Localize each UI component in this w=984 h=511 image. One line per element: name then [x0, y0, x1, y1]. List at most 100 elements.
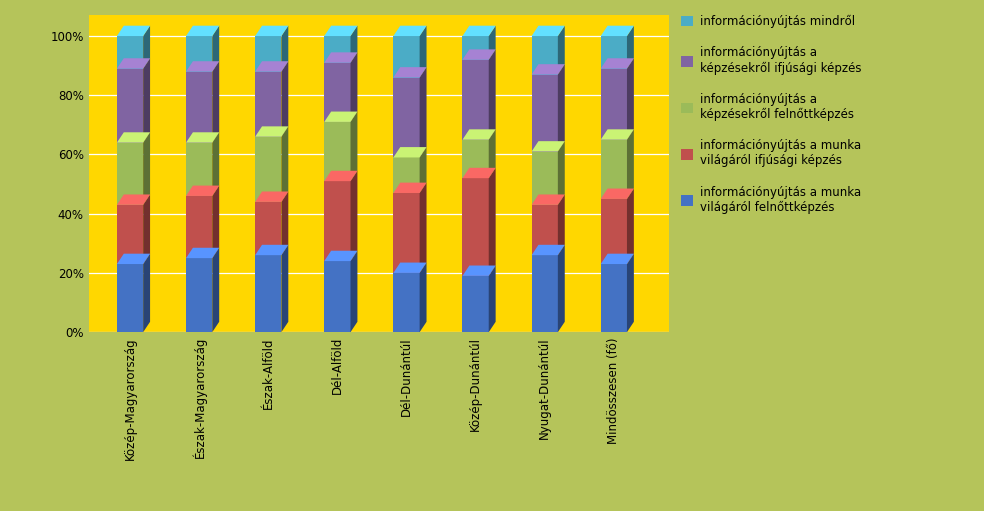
Polygon shape: [117, 58, 151, 68]
Polygon shape: [143, 132, 151, 205]
Polygon shape: [255, 126, 288, 137]
Bar: [117, 143, 143, 205]
Bar: [255, 202, 281, 255]
Polygon shape: [350, 251, 357, 332]
Polygon shape: [213, 248, 219, 332]
Polygon shape: [186, 248, 219, 258]
Bar: [531, 36, 558, 75]
Polygon shape: [350, 171, 357, 261]
Bar: [117, 68, 143, 143]
Bar: [186, 258, 213, 332]
Polygon shape: [419, 182, 426, 273]
Polygon shape: [394, 26, 426, 36]
Polygon shape: [394, 147, 426, 157]
Polygon shape: [627, 189, 634, 264]
Polygon shape: [531, 195, 565, 205]
Bar: [186, 72, 213, 143]
Polygon shape: [186, 61, 219, 72]
Polygon shape: [462, 266, 496, 276]
Polygon shape: [281, 26, 288, 72]
Bar: [325, 63, 350, 122]
Polygon shape: [213, 26, 219, 72]
Polygon shape: [143, 253, 151, 332]
Polygon shape: [600, 189, 634, 199]
Polygon shape: [419, 26, 426, 78]
Polygon shape: [627, 58, 634, 140]
Polygon shape: [325, 171, 357, 181]
Bar: [255, 36, 281, 72]
Bar: [325, 181, 350, 261]
Polygon shape: [558, 195, 565, 255]
Bar: [600, 68, 627, 140]
Bar: [186, 36, 213, 72]
Polygon shape: [462, 50, 496, 60]
Bar: [117, 36, 143, 68]
Bar: [394, 157, 419, 193]
Bar: [255, 137, 281, 202]
Polygon shape: [394, 263, 426, 273]
Polygon shape: [531, 141, 565, 152]
Bar: [462, 36, 489, 60]
Polygon shape: [117, 26, 151, 36]
Polygon shape: [213, 132, 219, 196]
Bar: [462, 178, 489, 276]
Bar: [531, 205, 558, 255]
Bar: [600, 264, 627, 332]
Polygon shape: [143, 26, 151, 68]
Polygon shape: [558, 245, 565, 332]
Polygon shape: [143, 58, 151, 143]
Bar: [325, 261, 350, 332]
Bar: [325, 122, 350, 181]
Bar: [394, 36, 419, 78]
Polygon shape: [394, 182, 426, 193]
Polygon shape: [186, 185, 219, 196]
Bar: [600, 140, 627, 199]
Polygon shape: [325, 26, 357, 36]
Bar: [117, 264, 143, 332]
Polygon shape: [419, 67, 426, 157]
Bar: [255, 72, 281, 137]
Polygon shape: [325, 251, 357, 261]
Polygon shape: [462, 26, 496, 36]
Polygon shape: [186, 26, 219, 36]
Polygon shape: [143, 195, 151, 264]
Polygon shape: [627, 129, 634, 199]
Polygon shape: [600, 26, 634, 36]
Polygon shape: [558, 64, 565, 152]
Polygon shape: [255, 26, 288, 36]
Polygon shape: [489, 129, 496, 178]
Polygon shape: [489, 168, 496, 276]
Polygon shape: [281, 192, 288, 255]
Polygon shape: [627, 26, 634, 68]
Polygon shape: [462, 129, 496, 140]
Bar: [394, 193, 419, 273]
Bar: [255, 255, 281, 332]
Polygon shape: [117, 253, 151, 264]
Polygon shape: [350, 52, 357, 122]
Bar: [531, 75, 558, 152]
Polygon shape: [325, 111, 357, 122]
Bar: [462, 60, 489, 140]
Bar: [462, 276, 489, 332]
Polygon shape: [255, 61, 288, 72]
Polygon shape: [531, 245, 565, 255]
Polygon shape: [558, 141, 565, 205]
Bar: [531, 255, 558, 332]
Polygon shape: [558, 26, 565, 75]
Polygon shape: [600, 58, 634, 68]
Polygon shape: [600, 253, 634, 264]
Polygon shape: [531, 26, 565, 36]
Bar: [394, 273, 419, 332]
Bar: [600, 199, 627, 264]
Polygon shape: [281, 126, 288, 202]
Polygon shape: [627, 253, 634, 332]
Polygon shape: [281, 245, 288, 332]
Polygon shape: [489, 266, 496, 332]
Polygon shape: [325, 52, 357, 63]
Polygon shape: [117, 195, 151, 205]
Polygon shape: [531, 64, 565, 75]
Bar: [186, 196, 213, 258]
Polygon shape: [350, 26, 357, 63]
Bar: [186, 143, 213, 196]
Polygon shape: [213, 61, 219, 143]
